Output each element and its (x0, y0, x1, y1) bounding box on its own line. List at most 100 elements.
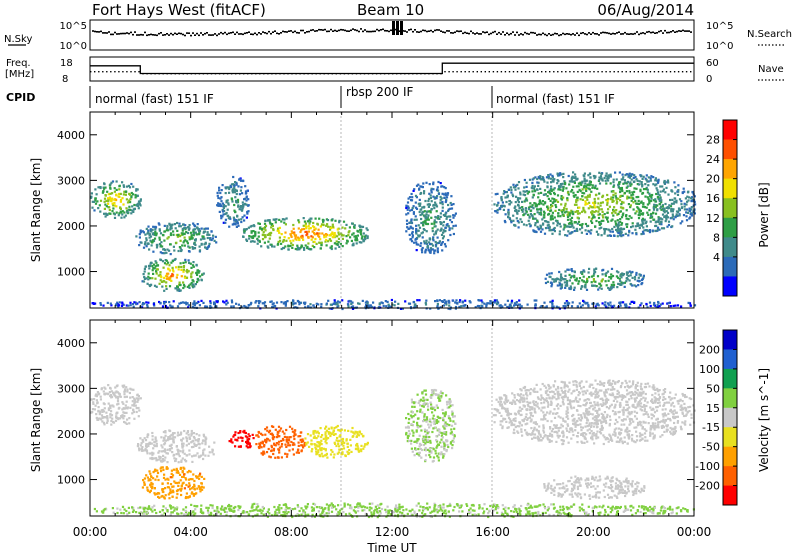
scatter-cell-f6 (654, 179, 657, 182)
scatter-cell-f6 (539, 175, 542, 178)
scatter-cell-f7 (573, 276, 576, 279)
scatter-cell-f6 (553, 226, 556, 230)
scatter-cell-f5 (356, 448, 359, 451)
scatter-cell-f0 (103, 407, 106, 410)
nave-point (537, 71, 539, 73)
scatter-cell-f4 (260, 432, 263, 435)
scatter-cell-f2 (176, 273, 179, 276)
scatter-cell-f0 (110, 395, 114, 399)
scatter-cell-f1 (167, 236, 170, 239)
scatter-cell-f6 (616, 235, 619, 238)
scatter-cell-f6 (571, 180, 574, 183)
scatter-cell-f8 (187, 304, 190, 307)
scatter-cell-f6 (617, 197, 620, 200)
scatter-cell-f8 (496, 302, 499, 305)
scatter-cell-f1 (142, 231, 145, 234)
scatter-cell-f6 (632, 201, 635, 204)
scatter-cell-f2 (163, 276, 166, 279)
scatter-cell-f5 (436, 188, 439, 191)
scatter-cell-f0 (129, 198, 132, 201)
scatter-cell-f1 (180, 460, 183, 463)
scatter-cell-f6 (506, 194, 509, 197)
scatter-cell-f0 (122, 402, 125, 405)
scatter-cell-f0 (135, 410, 138, 414)
scatter-cell-f5 (437, 180, 440, 184)
scatter-cell-f3 (241, 439, 244, 442)
scatter-cell-f4 (294, 235, 297, 238)
nsky-point (678, 30, 680, 32)
scatter-cell-f5 (406, 222, 409, 226)
scatter-cell-f7 (593, 284, 596, 287)
scatter-cell-f6 (658, 199, 661, 203)
scatter-cell-f8 (183, 301, 186, 304)
nsky-point (584, 33, 586, 35)
scatter-cell-f6 (599, 204, 602, 207)
scatter-cell-f6 (612, 185, 615, 188)
nave-point (480, 71, 482, 73)
scatter-cell-f6 (551, 214, 554, 217)
scatter-cell-f1 (162, 430, 165, 434)
scatter-cell-f1 (167, 229, 170, 232)
nsky-point (426, 30, 428, 33)
scatter-cell-f0 (128, 205, 131, 208)
scatter-cell-f3 (234, 196, 237, 199)
scatter-cell-f6 (534, 230, 537, 233)
scatter-cell-f1 (199, 238, 203, 241)
scatter-cell-f2 (151, 487, 154, 490)
scatter-cell-f6 (612, 196, 615, 199)
scatter-cell-f6 (611, 230, 614, 233)
scatter-cell-f8 (296, 299, 299, 303)
scatter-cell-f4 (248, 235, 251, 238)
scatter-cell-f6 (593, 177, 596, 180)
scatter-cell-f6 (644, 183, 647, 186)
scatter-cell-f6 (527, 208, 530, 211)
scatter-cell-f6 (626, 223, 629, 226)
scatter-cell-f1 (181, 457, 184, 460)
scatter-cell-f6 (553, 187, 556, 190)
scatter-cell-f6 (579, 228, 582, 231)
scatter-cell-f5 (436, 228, 439, 231)
scatter-cell-f6 (537, 181, 540, 184)
scatter-cell-f2 (149, 262, 152, 265)
scatter-cell-f7 (574, 278, 577, 282)
scatter-cell-f5 (415, 218, 418, 221)
scatter-cell-f8 (587, 305, 590, 308)
scatter-cell-f0 (122, 193, 125, 196)
scatter-cell-f4 (328, 238, 331, 241)
scatter-cell-f3 (231, 191, 234, 194)
scatter-cell-f6 (685, 219, 689, 222)
scatter-cell-f7 (628, 270, 631, 273)
nsky-point (568, 33, 570, 35)
scatter-cell-f1 (150, 442, 153, 445)
scatter-cell-f6 (657, 193, 660, 196)
scatter-cell-f5 (420, 248, 424, 251)
scatter-cell-f6 (618, 181, 621, 184)
scatter-cell-f4 (256, 434, 259, 437)
scatter-cell-f7 (635, 271, 638, 275)
scatter-cell-f7 (558, 270, 561, 274)
scatter-cell-f5 (336, 436, 339, 440)
scatter-cell-f3 (237, 204, 240, 207)
scatter-cell-f1 (164, 431, 167, 434)
scatter-cell-f8 (284, 304, 287, 307)
scatter-cell-f6 (642, 175, 645, 178)
scatter-cell-f4 (291, 448, 294, 451)
scatter-cell-f2 (161, 482, 164, 485)
scatter-cell-f6 (523, 194, 527, 197)
scatter-cell-f4 (277, 227, 280, 230)
scatter-cell-f4 (316, 232, 319, 235)
scatter-cell-f3 (218, 186, 221, 189)
scatter-cell-f5 (427, 218, 430, 221)
scatter-cell-f6 (564, 181, 567, 184)
scatter-cell-f4 (290, 242, 293, 245)
scatter-cell-f4 (273, 245, 276, 248)
scatter-cell-f2 (183, 285, 186, 288)
nsky-point (320, 29, 322, 31)
scatter-cell-f2 (141, 280, 144, 283)
scatter-cell-f4 (296, 248, 299, 251)
scatter-cell-f7 (612, 283, 616, 286)
scatter-cell-f8 (408, 302, 412, 305)
scatter-cell-f4 (249, 240, 253, 243)
scatter-cell-f8 (605, 306, 608, 309)
scatter-cell-f0 (112, 207, 115, 210)
